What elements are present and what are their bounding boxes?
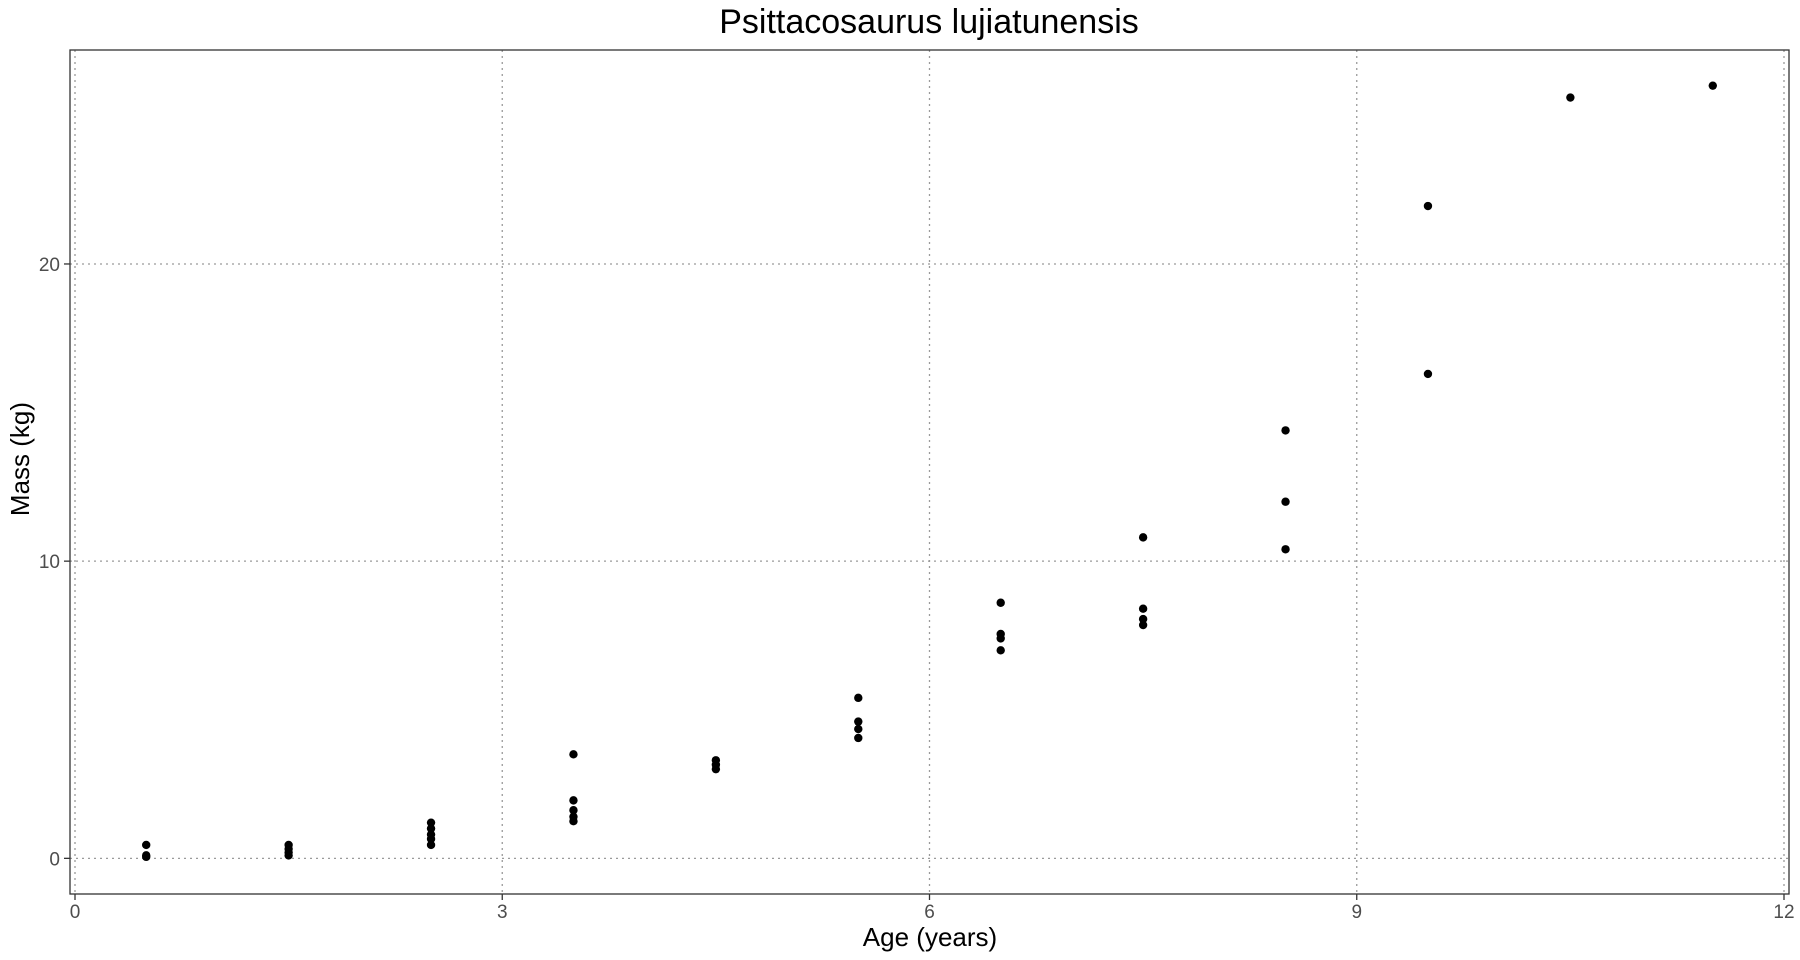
data-point [1708,81,1717,90]
data-point [1423,201,1433,211]
data-point [569,750,578,759]
data-point [1138,533,1148,542]
data-point [426,824,436,833]
x-tick-label: 9 [1351,902,1362,923]
y-tick-label: 20 [39,255,60,276]
data-point [284,851,293,860]
x-tick-label: 12 [1773,902,1794,923]
data-point [1566,93,1575,102]
data-point [711,764,721,774]
data-point [854,733,863,743]
data-point [569,816,578,826]
data-point [569,796,578,805]
data-point [854,693,863,703]
data-point [996,634,1005,643]
x-tick-label: 0 [70,902,81,923]
chart-title: Psittacosaurus lujiatunensis [719,3,1139,41]
data-point [426,818,436,827]
data-point [1281,426,1290,435]
data-point [569,805,578,815]
y-axis-label: Mass (kg) [5,402,35,516]
data-point [142,852,151,862]
data-point [1138,620,1148,630]
data-point [426,834,436,844]
y-tick-label: 0 [49,849,60,870]
x-tick-label: 3 [497,902,508,923]
data-points [142,81,1717,862]
grid-lines [70,50,1789,894]
data-point [996,598,1005,607]
y-tick-label: 10 [39,552,60,573]
data-point [1281,497,1290,506]
data-point [1423,369,1433,379]
data-point [426,840,436,850]
data-point [854,717,863,726]
data-point [142,840,151,850]
data-point [1281,545,1290,554]
data-point [1138,614,1148,624]
x-tick-label: 6 [924,902,935,923]
data-point [854,724,863,734]
data-point [1138,604,1148,613]
axis-ticks: 0 3 6 9 12 0 10 20 [39,255,1795,923]
x-axis-label: Age (years) [863,922,997,952]
data-point [996,646,1005,655]
